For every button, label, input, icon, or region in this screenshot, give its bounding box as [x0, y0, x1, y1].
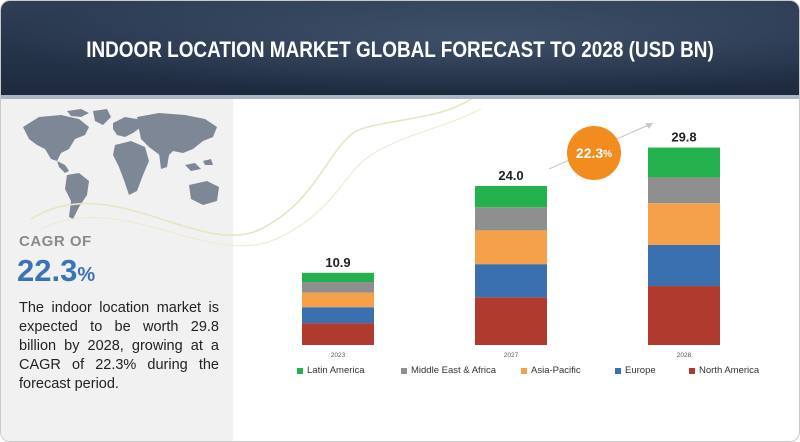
growth-arrow-head — [645, 123, 653, 129]
legend-swatch — [521, 367, 527, 374]
world-map-icon — [23, 109, 219, 219]
legend-label: North America — [699, 365, 760, 376]
legend-item-europe: Europe — [615, 365, 656, 376]
bar-segment-asia-pacific-2027 — [475, 230, 547, 265]
cagr-bubble: 22.3% — [567, 126, 621, 180]
bar-segment-latin-america-2023 — [302, 272, 374, 283]
bar-segment-europe-2023 — [302, 307, 374, 324]
bar-segment-middle-east-africa-2023 — [302, 282, 374, 293]
legend-swatch — [615, 367, 621, 374]
bar-segment-north-america-2027 — [475, 297, 547, 345]
bar-segment-latin-america-2028 — [648, 147, 720, 178]
bar-segment-middle-east-africa-2028 — [648, 177, 720, 204]
decorative-swoosh — [30, 99, 482, 247]
bar-segment-europe-2027 — [475, 264, 547, 298]
header-glow — [1, 1, 799, 95]
cagr-value: 22.3% — [17, 253, 95, 289]
chart-legend: Latin America Middle East & Africa Asia-Pa… — [297, 365, 777, 381]
bar-segment-north-america-2023 — [302, 323, 374, 345]
bar-total-label-2023: 10.9 — [325, 255, 350, 270]
legend-item-north-america: North America — [689, 365, 759, 376]
x-tick-label-2027: 2027 — [504, 352, 519, 359]
bar-segment-asia-pacific-2028 — [648, 203, 720, 245]
bar-segment-europe-2028 — [648, 244, 720, 287]
x-tick-label-2023: 2023 — [331, 352, 346, 359]
legend-label: Europe — [625, 365, 656, 376]
cagr-number: 22.3 — [17, 253, 78, 288]
x-tick-label-2028: 2028 — [677, 352, 692, 359]
bar-segment-asia-pacific-2023 — [302, 292, 374, 308]
bar-segment-north-america-2028 — [648, 286, 720, 345]
legend-label: Asia-Pacific — [531, 365, 581, 376]
page-title: INDOOR LOCATION MARKET GLOBAL FORECAST T… — [86, 37, 714, 62]
header-banner: INDOOR LOCATION MARKET GLOBAL FORECAST T… — [1, 1, 799, 99]
bar-segment-latin-america-2027 — [475, 186, 547, 208]
bar-segment-middle-east-africa-2027 — [475, 207, 547, 231]
legend-swatch — [689, 367, 695, 374]
bubble-number: 22.3 — [575, 145, 604, 161]
legend-label: Latin America — [307, 365, 365, 376]
market-description: The indoor location market is expected t… — [19, 300, 219, 392]
legend-item-asia-pacific: Asia-Pacific — [521, 365, 581, 376]
bar-total-label-2028: 29.8 — [671, 130, 696, 145]
bar-total-label-2027: 24.0 — [498, 168, 523, 183]
legend-swatch — [401, 367, 407, 374]
legend-item-latin-america: Latin America — [297, 365, 365, 376]
bubble-unit: % — [603, 149, 613, 160]
cagr-label: CAGR OF — [19, 233, 92, 250]
legend-item-middle-east-africa: Middle East & Africa — [401, 365, 496, 376]
legend-swatch — [297, 367, 303, 374]
stacked-bar-chart: 10.9 2023 24.0 2027 29.8 2028 — [302, 122, 720, 359]
legend-label: Middle East & Africa — [411, 365, 497, 376]
cagr-unit: % — [77, 264, 96, 286]
